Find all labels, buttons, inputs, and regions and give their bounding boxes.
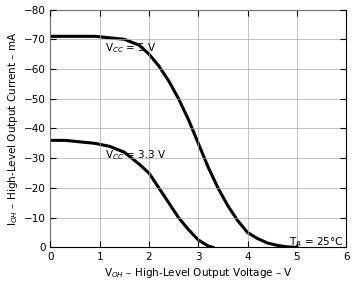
- Text: V$_{CC}$ = 3.3 V: V$_{CC}$ = 3.3 V: [105, 148, 166, 162]
- Text: T$_A$ = 25°C: T$_A$ = 25°C: [289, 236, 344, 249]
- Text: V$_{CC}$ = 5 V: V$_{CC}$ = 5 V: [105, 41, 157, 55]
- X-axis label: V$_{OH}$ – High-Level Output Voltage – V: V$_{OH}$ – High-Level Output Voltage – V: [104, 267, 293, 281]
- Y-axis label: I$_{OH}$ – High-Level Output Current – mA: I$_{OH}$ – High-Level Output Current – m…: [6, 31, 20, 226]
